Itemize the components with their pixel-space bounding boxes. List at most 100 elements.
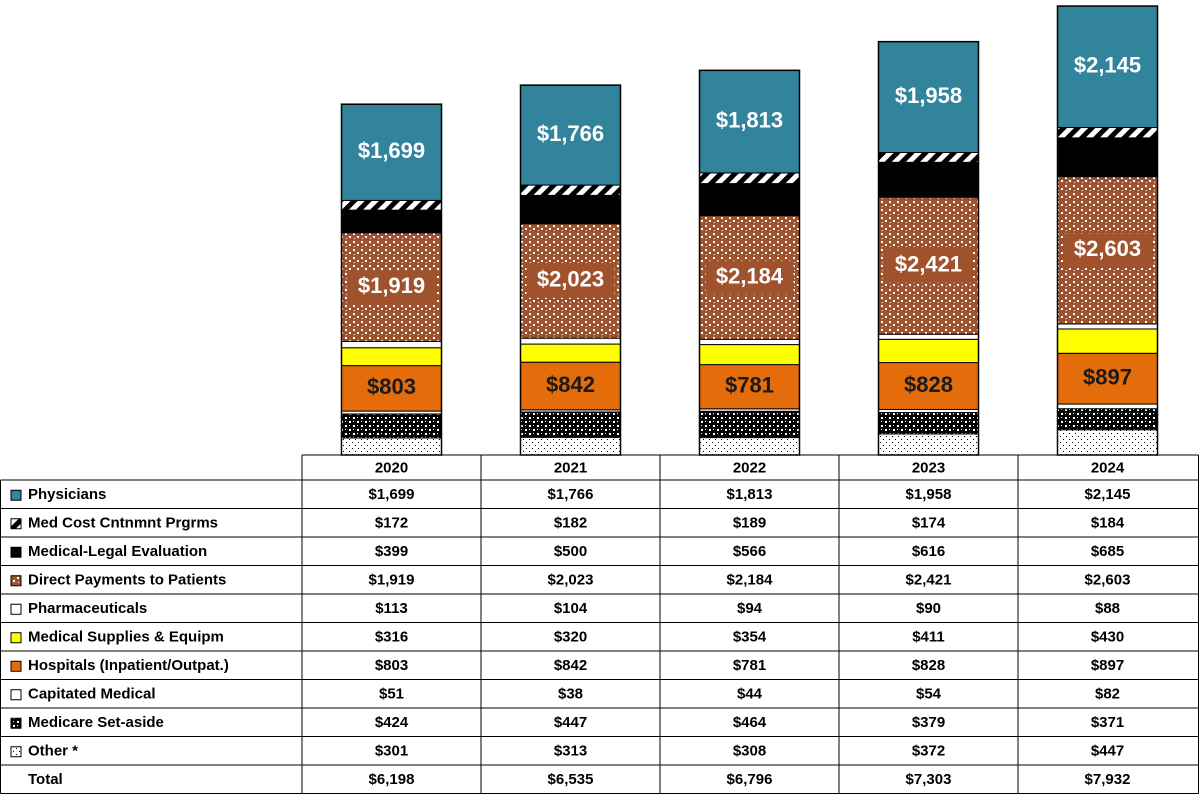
table-cell: $1,699 <box>369 486 415 503</box>
legend-label: Direct Payments to Patients <box>28 572 226 589</box>
data-label: $2,023 <box>537 267 604 292</box>
legend-swatch <box>10 575 22 587</box>
bar-segment <box>520 343 621 363</box>
column-header: 2023 <box>912 459 945 476</box>
table-cell: $94 <box>737 600 763 617</box>
table-cell: $464 <box>733 714 767 731</box>
legend-label: Medical Supplies & Equipm <box>28 629 224 646</box>
table-cell: $842 <box>554 657 587 674</box>
legend-swatch <box>10 660 22 672</box>
legend-label: Pharmaceuticals <box>28 600 147 617</box>
table-cell: $1,919 <box>369 572 415 589</box>
table-cell: $1,813 <box>727 486 773 503</box>
legend-swatch <box>10 518 22 530</box>
table-cell: $2,023 <box>548 572 594 589</box>
legend-label: Medicare Set-aside <box>28 714 164 731</box>
bar-segment <box>1057 126 1158 139</box>
legend-label: Capitated Medical <box>28 686 156 703</box>
table-cell: $399 <box>375 543 408 560</box>
table-cell: $313 <box>554 743 587 760</box>
label-background <box>347 270 436 305</box>
label-background <box>705 260 794 295</box>
table-cell: $182 <box>554 515 587 532</box>
table-cell: $54 <box>916 686 942 703</box>
table-cell: $301 <box>375 743 408 760</box>
bar-segment <box>520 411 621 438</box>
data-label: $1,919 <box>358 273 425 298</box>
bar-segment <box>878 161 979 198</box>
table-cell: $113 <box>375 600 408 617</box>
table-cell: $897 <box>1091 657 1124 674</box>
table-cell: $88 <box>1095 600 1120 617</box>
data-label: $897 <box>1083 364 1132 389</box>
legend-label: Med Cost Cntnmnt Prgrms <box>28 515 218 532</box>
data-label: $803 <box>367 374 416 399</box>
table-cell: $7,303 <box>906 771 952 788</box>
bar-segment <box>341 437 442 456</box>
label-background <box>884 248 973 283</box>
legend-swatch <box>10 746 22 758</box>
bar-segment <box>341 103 442 201</box>
bar-segment <box>341 209 442 234</box>
table-cell: $2,145 <box>1085 486 1131 503</box>
bar-segment <box>1057 5 1158 128</box>
bar-segment <box>699 364 800 410</box>
bar-segment <box>341 340 442 349</box>
data-label: $1,766 <box>537 121 604 146</box>
bar-segment <box>520 194 621 225</box>
table-cell: $6,198 <box>369 771 415 788</box>
column-header: 2024 <box>1091 459 1125 476</box>
bar-segment <box>699 437 800 456</box>
bar-segment <box>1057 429 1158 456</box>
table-cell: $354 <box>733 629 767 646</box>
bar-segment <box>1057 137 1158 178</box>
table-cell: $189 <box>733 515 766 532</box>
data-label: $1,699 <box>358 138 425 163</box>
bar-segment <box>878 411 979 435</box>
data-label: $842 <box>546 372 595 397</box>
table-cell: $372 <box>912 743 945 760</box>
table-cell: $6,535 <box>548 771 594 788</box>
table-cell: $90 <box>916 600 941 617</box>
bar-segment <box>878 362 979 410</box>
label-background <box>1063 233 1152 268</box>
table-cell: $38 <box>558 686 583 703</box>
column-header: 2020 <box>375 459 408 476</box>
data-label: $2,603 <box>1074 236 1141 261</box>
bar-segment <box>878 151 979 163</box>
data-label: $828 <box>904 372 953 397</box>
bar-segment <box>520 337 621 345</box>
bar-segment <box>341 347 442 367</box>
bar-segment <box>1057 323 1158 330</box>
table-cell: $1,958 <box>906 486 952 503</box>
table-cell: $308 <box>733 743 766 760</box>
table-cell: $411 <box>912 629 945 646</box>
bar-segment <box>878 433 979 456</box>
bar-segment <box>699 69 800 174</box>
legend-swatch <box>10 717 22 729</box>
table-cell: $6,796 <box>727 771 773 788</box>
table-cell: $44 <box>737 686 763 703</box>
bar-segment <box>878 41 979 153</box>
table-cell: $7,932 <box>1085 771 1131 788</box>
bar-segment <box>699 410 800 439</box>
legend-swatch <box>10 603 22 615</box>
bar-segment <box>878 333 979 340</box>
bar-segment <box>699 344 800 366</box>
table-cell: $316 <box>375 629 408 646</box>
table-cell: $500 <box>554 543 587 560</box>
label-background <box>526 263 615 298</box>
column-header: 2021 <box>554 459 587 476</box>
table-cell: $320 <box>554 629 587 646</box>
table-cell: $172 <box>375 515 408 532</box>
bar-segment <box>699 172 800 185</box>
table-cell: $803 <box>375 657 408 674</box>
data-label: $781 <box>725 373 774 398</box>
legend-swatch <box>10 546 22 558</box>
bar-segment <box>520 436 621 456</box>
bar-segment <box>341 413 442 439</box>
table-cell: $82 <box>1095 686 1120 703</box>
legend-swatch <box>10 689 22 701</box>
bar-segment <box>699 183 800 217</box>
